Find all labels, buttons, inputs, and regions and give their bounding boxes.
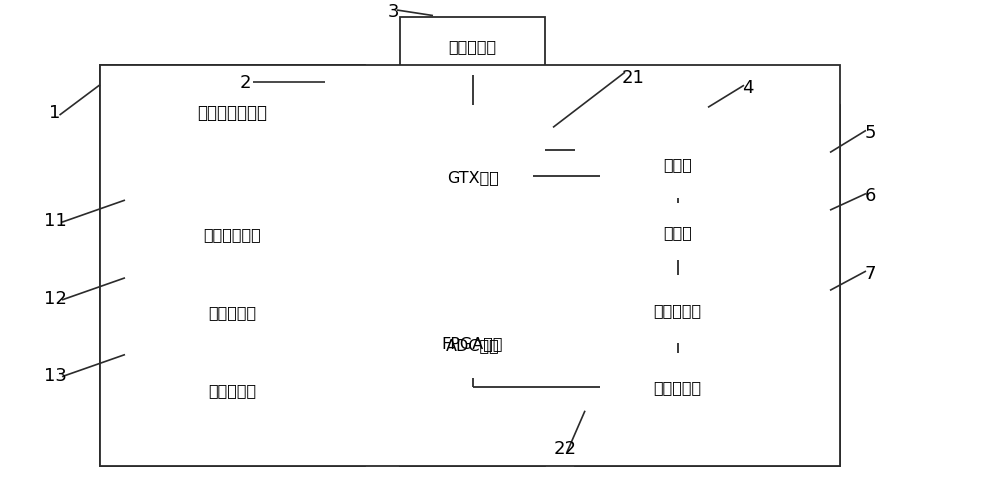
Text: 7: 7	[864, 265, 876, 282]
Bar	[125, 278, 340, 346]
Bar	[400, 106, 545, 466]
Bar	[413, 311, 533, 378]
Text: 信号预调理模块: 信号预调理模块	[198, 104, 268, 122]
Bar	[100, 66, 840, 466]
Bar	[125, 356, 340, 423]
Text: 21: 21	[622, 69, 644, 87]
Bar	[413, 143, 533, 211]
Text: 可调衰减器: 可调衰减器	[208, 305, 257, 320]
Text: 5: 5	[864, 124, 876, 142]
Text: 混频器: 混频器	[663, 224, 692, 239]
Bar	[575, 106, 840, 466]
Text: 3: 3	[387, 3, 399, 21]
Bar	[600, 131, 755, 198]
Bar	[125, 201, 340, 268]
Text: 6: 6	[864, 187, 876, 205]
Text: 4: 4	[742, 79, 754, 97]
Text: 低通滤波器: 低通滤波器	[653, 302, 702, 317]
Text: ADC模块: ADC模块	[446, 337, 500, 352]
Text: 功分器: 功分器	[663, 157, 692, 172]
Text: 放大器模块: 放大器模块	[208, 382, 257, 397]
Bar	[400, 18, 545, 76]
Text: 2: 2	[239, 74, 251, 92]
Text: 11: 11	[44, 212, 66, 229]
Text: 22: 22	[554, 439, 576, 457]
Text: 12: 12	[44, 289, 66, 307]
Text: 中频放大器: 中频放大器	[653, 380, 702, 395]
Bar	[100, 66, 365, 466]
Text: 1: 1	[49, 104, 61, 122]
Text: 重构算法器: 重构算法器	[448, 39, 497, 54]
Bar	[600, 203, 755, 261]
Text: GTX模块: GTX模块	[447, 169, 499, 184]
Text: 13: 13	[44, 366, 66, 384]
Text: FPGA模块: FPGA模块	[442, 336, 503, 351]
Bar	[600, 276, 755, 343]
Text: 低噪声放大器: 低噪声放大器	[204, 227, 261, 242]
Bar	[600, 353, 755, 421]
